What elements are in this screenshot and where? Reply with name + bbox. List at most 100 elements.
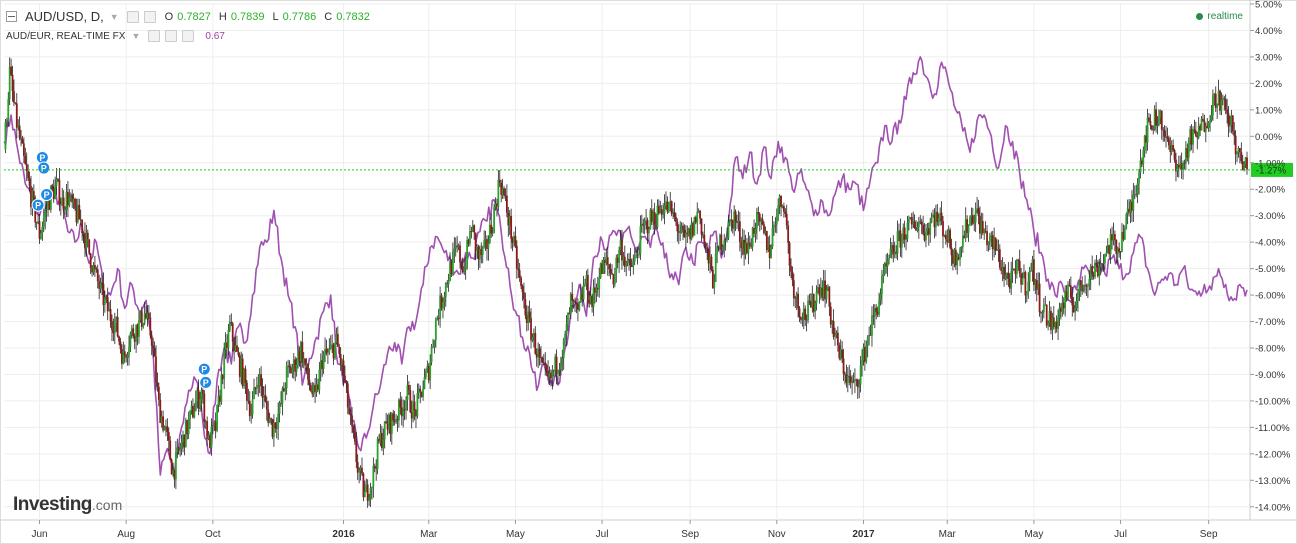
candle-body	[1186, 148, 1189, 158]
candle	[523, 282, 525, 309]
candle-body	[609, 269, 612, 274]
candle	[552, 369, 555, 377]
candle-body	[910, 217, 913, 225]
candle-body	[17, 125, 20, 128]
candle-body	[913, 221, 916, 228]
candle-body	[703, 234, 706, 244]
event-marker-dot[interactable]	[31, 198, 45, 212]
candle-body	[365, 484, 368, 492]
candle-body	[341, 360, 343, 365]
main-symbol[interactable]: AUD/USD, D,	[25, 9, 104, 24]
candle-body	[444, 283, 447, 297]
event-marker-dot[interactable]	[40, 188, 54, 202]
event-marker[interactable]: P	[31, 198, 45, 212]
compare-symbol[interactable]: AUD/EUR, REAL-TIME FX	[6, 30, 126, 42]
low-value: 0.7786	[282, 10, 317, 23]
candle	[240, 351, 243, 385]
candle-body	[1210, 115, 1213, 120]
candle	[505, 184, 508, 218]
candle-body	[371, 486, 373, 489]
x-tick-label: Sep	[681, 529, 699, 540]
candle-body	[1236, 151, 1238, 155]
visibility-icon[interactable]	[165, 30, 178, 42]
event-marker[interactable]: P	[35, 150, 49, 164]
event-marker-dot[interactable]	[197, 362, 211, 376]
candle-body	[1094, 262, 1096, 277]
settings-icon[interactable]	[148, 30, 161, 42]
candle	[1017, 258, 1020, 271]
candle-body	[942, 220, 944, 237]
candle	[944, 230, 947, 245]
candle-body	[825, 289, 828, 300]
candle-body	[1138, 172, 1140, 184]
visibility-icon[interactable]	[143, 10, 156, 23]
candle-body	[869, 334, 872, 336]
candle-body	[406, 385, 409, 401]
candle-body	[973, 222, 976, 224]
event-marker-dot[interactable]	[199, 375, 213, 389]
candle	[1224, 94, 1227, 115]
chevron-down-icon[interactable]: ▼	[109, 11, 119, 22]
candle-body	[338, 346, 341, 355]
candle-body	[442, 302, 444, 309]
current-price-line: -1.27%	[4, 162, 1293, 177]
candle-body	[716, 247, 719, 254]
event-marker[interactable]: P	[197, 362, 211, 376]
candle-body	[291, 368, 294, 374]
candle-body	[503, 188, 505, 196]
candle-body	[258, 374, 261, 387]
candle	[828, 286, 831, 316]
y-axis[interactable]: 5.00%4.00%3.00%2.00%1.00%0.00%-1.00%-2.0…	[1250, 0, 1291, 513]
collapse-icon[interactable]	[6, 11, 17, 22]
candle-body	[757, 212, 760, 215]
candle	[642, 218, 645, 234]
event-marker[interactable]: P	[199, 375, 213, 389]
candle	[444, 282, 447, 307]
candle-body	[1136, 183, 1139, 195]
event-marker[interactable]: P	[37, 161, 51, 175]
candle	[1014, 260, 1017, 284]
candle-body	[875, 307, 878, 312]
candle-body	[1033, 259, 1035, 285]
candle	[42, 211, 45, 232]
chevron-down-icon[interactable]: ▼	[131, 31, 141, 41]
candle-body	[1030, 270, 1032, 271]
candle-body	[1088, 278, 1091, 286]
candle	[737, 210, 740, 232]
candle-body	[721, 247, 724, 251]
event-marker-dot[interactable]	[37, 161, 51, 175]
event-marker[interactable]: P	[40, 188, 54, 202]
candle-body	[353, 432, 356, 442]
candle-body	[677, 231, 680, 233]
candle	[265, 396, 268, 421]
candle-body	[467, 240, 470, 244]
candle-body	[1020, 273, 1023, 285]
candle-body	[589, 295, 592, 304]
x-tick-label: Oct	[205, 529, 221, 540]
candle-body	[883, 263, 886, 275]
candle	[285, 361, 288, 395]
candle	[711, 266, 714, 289]
candle	[578, 301, 581, 312]
candle-body	[748, 242, 751, 246]
candle	[630, 258, 633, 268]
candle	[1236, 151, 1238, 163]
candle	[480, 242, 483, 264]
candle-body	[1099, 263, 1102, 267]
settings-icon[interactable]	[126, 10, 139, 23]
candle-body	[855, 379, 858, 381]
candle	[362, 472, 365, 502]
candle-body	[1007, 272, 1010, 279]
candle-body	[812, 293, 815, 312]
candle	[584, 278, 586, 287]
close-icon[interactable]	[182, 30, 195, 42]
candle	[693, 216, 696, 236]
x-axis[interactable]: Jun Aug Oct 2016 Mar May Jul Sep Nov 2017 Mar May Ju…	[31, 520, 1218, 540]
candle	[498, 169, 501, 188]
candle	[336, 326, 339, 348]
candle	[949, 227, 952, 250]
x-tick-label: Mar	[939, 529, 957, 540]
candle	[345, 380, 348, 394]
